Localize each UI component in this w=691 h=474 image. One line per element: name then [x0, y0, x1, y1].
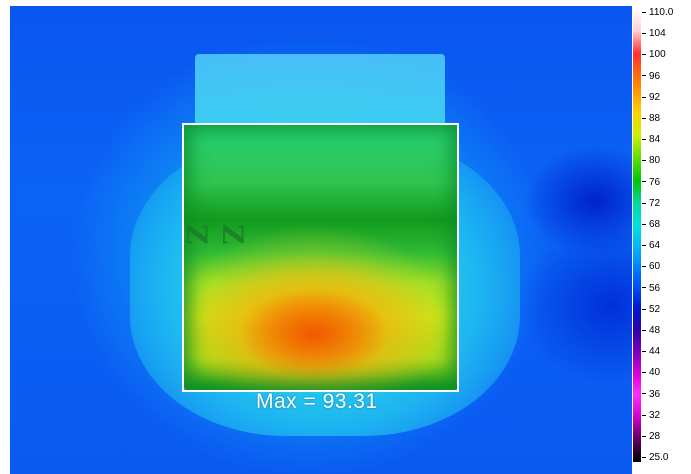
scale-tick-label: 36 [642, 389, 660, 401]
thermal-image: Z Z Max = 93.31 [10, 6, 632, 474]
scale-tick-label: 25.0 [642, 452, 668, 464]
scale-tick-label: 64 [642, 240, 660, 252]
scale-tick-label: 110.0 [642, 7, 673, 19]
scale-tick-label: 76 [642, 177, 660, 189]
scale-tick-label: 96 [642, 71, 660, 83]
top-component [195, 54, 445, 126]
scale-tick-label: 32 [642, 410, 660, 422]
scale-tick-label: 68 [642, 219, 660, 231]
scale-tick-label: 80 [642, 155, 660, 167]
temperature-scale-labels: 110.0 104 100 96 92 88 84 80 76 72 68 64 60 56 52 48 44 4… [642, 0, 691, 474]
roi-max-label: Max = 93.31 [256, 390, 378, 413]
roi-box[interactable] [182, 123, 459, 392]
hot-component [184, 124, 458, 390]
scale-tick-label: 88 [642, 113, 660, 125]
scale-tick-label: 52 [642, 304, 660, 316]
scale-tick-label: 28 [642, 431, 660, 443]
scale-tick-label: 48 [642, 325, 660, 337]
scale-tick-label: 92 [642, 92, 660, 104]
scale-tick-label: 84 [642, 134, 660, 146]
scale-tick-label: 60 [642, 261, 660, 273]
scale-tick-label: 104 [642, 28, 666, 40]
scale-tick-label: 72 [642, 198, 660, 210]
scale-tick-label: 56 [642, 283, 660, 295]
scale-tick-label: 40 [642, 367, 660, 379]
scale-tick-label: 44 [642, 346, 660, 358]
temperature-scale-bar [633, 8, 641, 462]
scale-tick-label: 100 [642, 49, 666, 61]
